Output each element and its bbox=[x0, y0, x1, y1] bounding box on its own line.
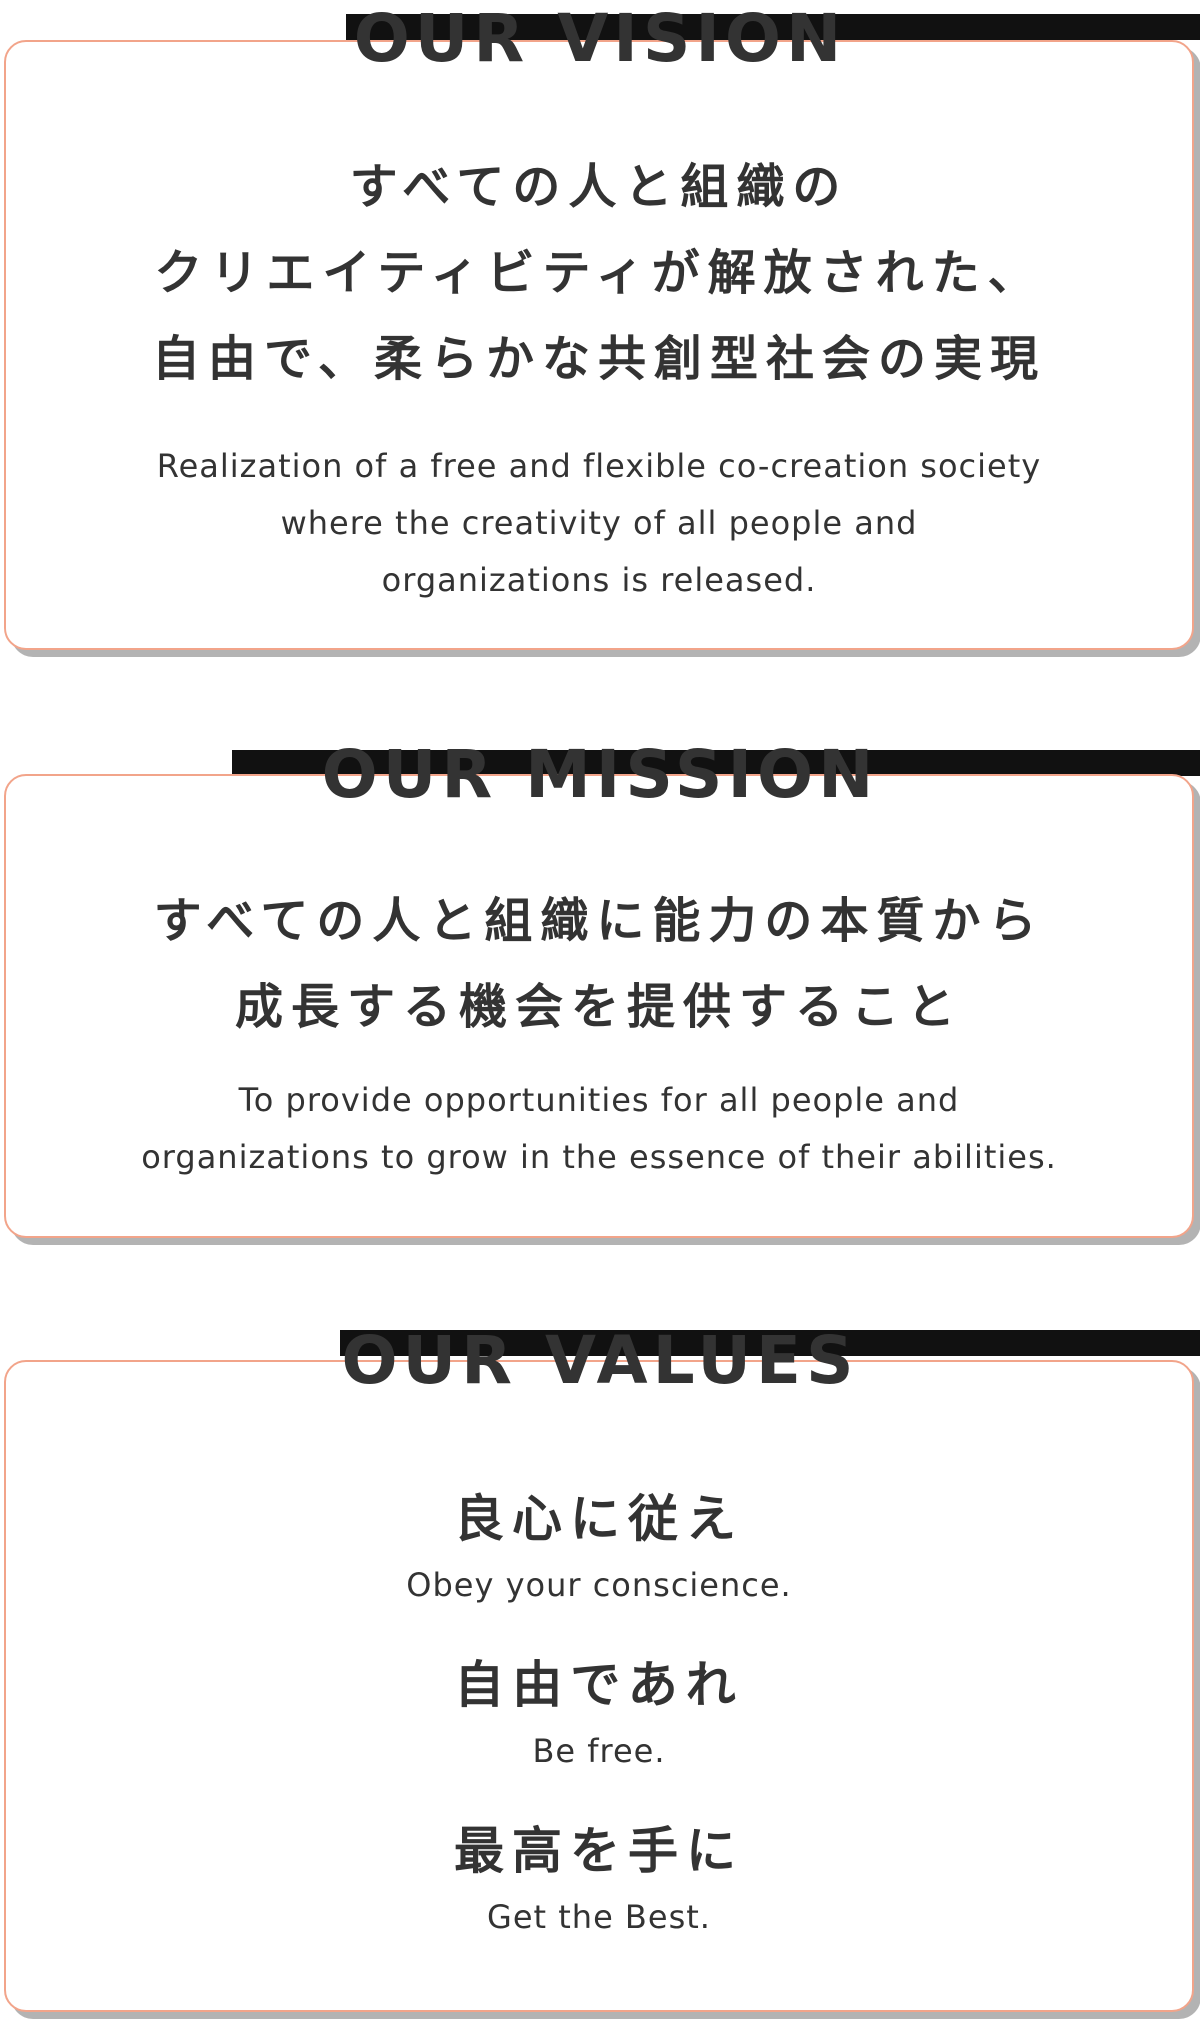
value-en: Obey your conscience. bbox=[406, 1566, 792, 1604]
mission-jp-line: すべての人と組織に能力の本質から bbox=[153, 893, 1045, 949]
value-item: 良心に従え Obey your conscience. bbox=[6, 1486, 1192, 1608]
vision-heading-bar bbox=[346, 14, 1200, 40]
vision-jp-line: 自由で、柔らかな共創型社会の実現 bbox=[151, 331, 1047, 387]
value-item: 自由であれ Be free. bbox=[6, 1652, 1192, 1774]
mission-jp-line: 成長する機会を提供すること bbox=[234, 979, 963, 1035]
vision-heading: OUR VISION bbox=[353, 0, 847, 77]
vision-card: すべての人と組織の クリエイティビティが解放された、 自由で、柔らかな共創型社会… bbox=[4, 40, 1194, 650]
mission-statement-en: To provide opportunities for all people … bbox=[6, 1072, 1192, 1186]
value-jp: 自由であれ bbox=[454, 1656, 744, 1714]
values-heading-bar bbox=[340, 1330, 1200, 1356]
mission-heading-bar bbox=[232, 750, 1200, 776]
mission-en-line: To provide opportunities for all people … bbox=[238, 1081, 960, 1119]
value-jp: 良心に従え bbox=[454, 1490, 744, 1548]
value-en: Be free. bbox=[532, 1732, 666, 1770]
values-card: 良心に従え Obey your conscience. 自由であれ Be fre… bbox=[4, 1360, 1194, 2012]
vision-section: OUR VISION すべての人と組織の クリエイティビティが解放された、 自由… bbox=[0, 0, 1200, 660]
vision-statement-jp: すべての人と組織の クリエイティビティが解放された、 自由で、柔らかな共創型社会… bbox=[6, 144, 1192, 402]
value-jp: 最高を手に bbox=[454, 1822, 744, 1880]
vision-jp-line: すべての人と組織の bbox=[349, 159, 849, 215]
mission-section: OUR MISSION すべての人と組織に能力の本質から 成長する機会を提供する… bbox=[0, 736, 1200, 1256]
mission-statement-jp: すべての人と組織に能力の本質から 成長する機会を提供すること bbox=[6, 878, 1192, 1050]
values-section: OUR VALUES 良心に従え Obey your conscience. 自… bbox=[0, 1322, 1200, 2020]
vision-statement-en: Realization of a free and flexible co-cr… bbox=[6, 438, 1192, 609]
mission-heading: OUR MISSION bbox=[321, 736, 879, 813]
values-heading: OUR VALUES bbox=[341, 1322, 859, 1399]
vision-en-line: where the creativity of all people and bbox=[280, 504, 918, 542]
value-item: 最高を手に Get the Best. bbox=[6, 1818, 1192, 1940]
mission-card: すべての人と組織に能力の本質から 成長する機会を提供すること To provid… bbox=[4, 774, 1194, 1238]
mission-en-line: organizations to grow in the essence of … bbox=[141, 1138, 1057, 1176]
vision-jp-line: クリエイティビティが解放された、 bbox=[154, 245, 1044, 301]
vision-en-line: organizations is released. bbox=[381, 561, 817, 599]
vision-en-line: Realization of a free and flexible co-cr… bbox=[156, 447, 1042, 485]
value-en: Get the Best. bbox=[487, 1898, 711, 1936]
